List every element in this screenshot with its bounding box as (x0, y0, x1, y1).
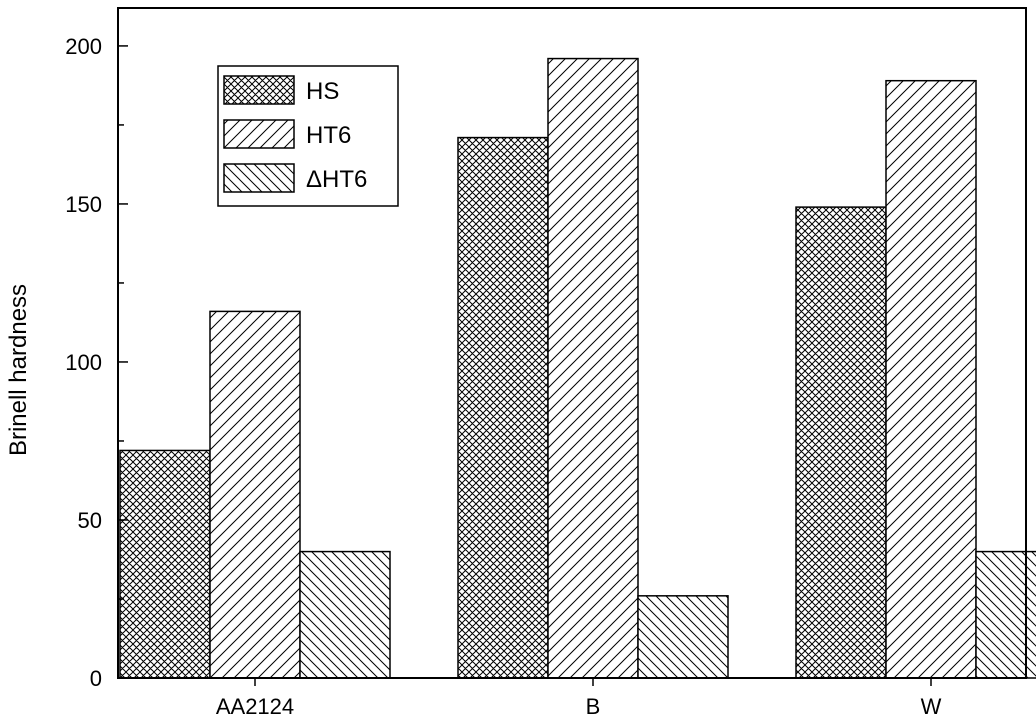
legend-swatch (223, 119, 295, 149)
legend-label: HS (306, 78, 339, 105)
x-tick-label: AA2124 (216, 694, 294, 719)
bar-aa2124-series-3 (299, 550, 391, 679)
y-tick-label: 50 (78, 508, 102, 533)
x-axis: AA2124 B W (216, 678, 942, 719)
bars-layer (119, 57, 1036, 679)
bar-w-series-1 (795, 206, 887, 679)
legend-swatch (223, 75, 295, 105)
bar-b-series-3 (637, 595, 729, 679)
legend: HS HT6 ΔHT6 (217, 65, 399, 207)
y-axis: 0 50 100 150 200 (65, 34, 128, 691)
legend-label: HT6 (306, 122, 351, 149)
bar-b-series-2 (547, 57, 639, 679)
y-tick-label: 0 (90, 666, 102, 691)
legend-swatch (223, 163, 295, 193)
y-axis-title: Brinell hardness (5, 284, 32, 456)
x-tick-label: W (921, 694, 942, 719)
bar-w-series-2 (885, 79, 977, 679)
bar-aa2124-series-2 (209, 310, 301, 679)
y-tick-label: 100 (65, 350, 102, 375)
x-tick-label: B (586, 694, 601, 719)
bar-aa2124-series-1 (119, 449, 211, 679)
legend-label: ΔHT6 (306, 166, 367, 193)
plot-border (117, 7, 1027, 679)
y-tick-label: 150 (65, 192, 102, 217)
bar-b-series-1 (457, 136, 549, 679)
plot-frame (117, 7, 1027, 679)
y-tick-label: 200 (65, 34, 102, 59)
